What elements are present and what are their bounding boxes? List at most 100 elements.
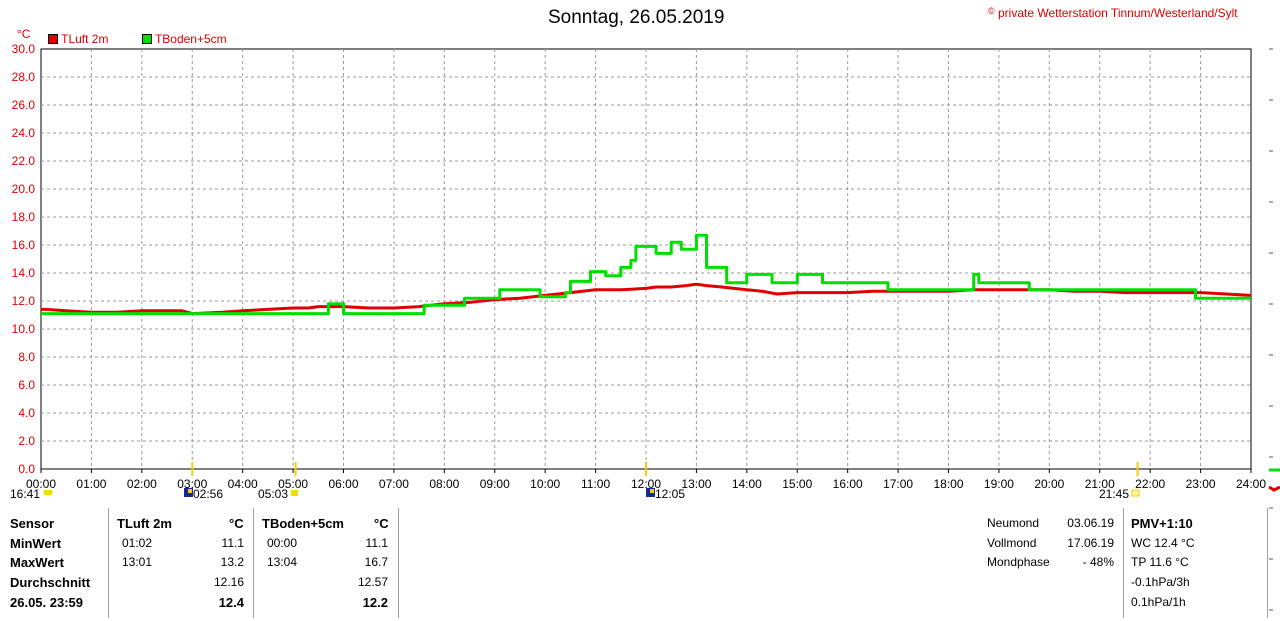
header-tluft-unit: °C <box>229 516 244 531</box>
moon-value-new: 03.06.19 <box>1067 516 1114 530</box>
x-tick-label: 12:00 <box>631 477 661 491</box>
sunset-time: 21:45 <box>1099 487 1130 501</box>
row-min-tluft-val: 11.1 <box>221 536 244 550</box>
y-tick-label: 28.0 <box>12 70 36 84</box>
x-tick-label: 01:00 <box>76 477 106 491</box>
header-tboden: TBoden+5cm <box>262 516 344 531</box>
x-tick-label: 19:00 <box>984 477 1014 491</box>
marker-layer <box>44 48 1280 611</box>
pmv-pressure-3h: -0.1hPa/3h <box>1131 575 1190 589</box>
y-tick-label: 14.0 <box>12 266 36 280</box>
series-layer <box>41 233 1252 316</box>
table-divider-2 <box>253 508 254 618</box>
moonset-time: 16:41 <box>10 487 41 501</box>
sun-icon <box>291 490 298 496</box>
moon-label-phase: Mondphase <box>987 555 1050 569</box>
table-divider-5 <box>1267 508 1268 618</box>
y-tick-label: 6.0 <box>18 378 35 392</box>
chart-title: Sonntag, 26.05.2019 <box>548 7 725 28</box>
pmv-title: PMV+1:10 <box>1131 516 1193 531</box>
x-tick-label: 07:00 <box>379 477 409 491</box>
series-line-tluft <box>41 282 1252 316</box>
legend: TLuft 2m TBoden+5cm <box>48 32 227 46</box>
y-tick-label: 26.0 <box>12 98 36 112</box>
y-tick-label: 10.0 <box>12 322 36 336</box>
moonset-icon <box>44 490 52 495</box>
copyright-text: private Wetterstation Tinnum/Westerland/… <box>997 6 1238 20</box>
row-max-tboden-val: 16.7 <box>364 555 388 569</box>
x-tick-label: 20:00 <box>1034 477 1064 491</box>
y-tick-label: 16.0 <box>12 238 36 252</box>
grid-layer <box>40 48 1252 470</box>
row-min-tluft-time: 01:02 <box>122 536 153 550</box>
row-max-tluft-time: 13:01 <box>122 555 153 569</box>
y-tick-label: 24.0 <box>12 126 36 140</box>
x-tick-label: 08:00 <box>429 477 459 491</box>
row-current-tluft-val: 12.4 <box>218 595 244 610</box>
x-tick-label: 03:00 <box>177 477 207 491</box>
table-divider-4 <box>1123 508 1124 618</box>
x-tick-label: 06:00 <box>328 477 358 491</box>
header-sensor: Sensor <box>10 516 55 531</box>
legend-label-tboden: TBoden+5cm <box>154 32 227 46</box>
row-max-tluft-val: 13.2 <box>220 555 244 569</box>
sunset-icon <box>1131 489 1140 497</box>
moon-icon-highlight <box>188 489 192 493</box>
moon-value-phase: - 48% <box>1082 555 1114 569</box>
copyright-symbol: © <box>988 6 995 16</box>
y-tick-label: 12.0 <box>12 294 36 308</box>
x-tick-label: 15:00 <box>782 477 812 491</box>
row-label-max: MaxWert <box>10 555 64 570</box>
moon-symbol-time: 12:05 <box>655 487 686 501</box>
y-unit-label: °C <box>17 27 31 41</box>
x-tick-label: 14:00 <box>732 477 762 491</box>
x-tick-label: 21:00 <box>1085 477 1115 491</box>
moon-label-full: Vollmond <box>987 536 1037 550</box>
x-tick-label: 00:00 <box>26 477 56 491</box>
sunrise-time: 05:03 <box>258 487 289 501</box>
x-tick-label: 17:00 <box>883 477 913 491</box>
moon-label-new: Neumond <box>987 516 1040 530</box>
x-tick-label: 23:00 <box>1186 477 1216 491</box>
x-tick-label: 18:00 <box>933 477 963 491</box>
current-marker-tluft <box>1268 485 1280 492</box>
row-max-tboden-time: 13:04 <box>267 555 298 569</box>
sunrise-symbol-time: 02:56 <box>193 487 224 501</box>
table-divider-3 <box>398 508 399 618</box>
y-tick-label: 18.0 <box>12 210 36 224</box>
copyright-line: © private Wetterstation Tinnum/Westerlan… <box>988 6 1238 20</box>
axis-layer: 0.0 2.0 4.0 6.0 8.0 10.0 12.0 14.0 16.0 18.0 20.0 2… <box>12 42 1267 491</box>
row-avg-tboden-val: 12.57 <box>357 575 388 589</box>
x-tick-label: 10:00 <box>530 477 560 491</box>
x-tick-label: 13:00 <box>681 477 711 491</box>
y-tick-label: 20.0 <box>12 182 36 196</box>
pmv-wc: WC 12.4 °C <box>1131 536 1195 550</box>
y-tick-label: 0.0 <box>18 462 35 476</box>
x-tick-label: 02:00 <box>127 477 157 491</box>
header-tboden-unit: °C <box>374 516 389 531</box>
row-min-tboden-time: 00:00 <box>267 536 298 550</box>
pmv-pressure-1h: 0.1hPa/1h <box>1131 595 1186 609</box>
row-label-avg: Durchschnitt <box>10 575 91 590</box>
pmv-tp: TP 11.6 °C <box>1131 555 1189 569</box>
x-tick-label: 24:00 <box>1236 477 1266 491</box>
moon-value-full: 17.06.19 <box>1067 536 1114 550</box>
x-tick-label: 04:00 <box>228 477 258 491</box>
y-tick-label: 4.0 <box>18 406 35 420</box>
x-tick-label: 05:00 <box>278 477 308 491</box>
x-tick-label: 09:00 <box>480 477 510 491</box>
row-label-current: 26.05. 23:59 <box>10 595 84 610</box>
row-current-tboden-val: 12.2 <box>362 595 388 610</box>
moon-phase-icon-highlight <box>650 489 654 493</box>
x-tick-label: 11:00 <box>581 477 610 491</box>
x-tick-label: 22:00 <box>1135 477 1165 491</box>
row-min-tboden-val: 11.1 <box>365 536 388 550</box>
y-tick-label: 30.0 <box>12 42 36 56</box>
table-divider-1 <box>108 508 109 618</box>
legend-swatch-tboden <box>141 34 152 44</box>
legend-swatch-tluft <box>48 34 58 44</box>
y-tick-label: 8.0 <box>18 350 35 364</box>
y-tick-label: 2.0 <box>18 434 35 448</box>
y-tick-label: 22.0 <box>12 154 36 168</box>
